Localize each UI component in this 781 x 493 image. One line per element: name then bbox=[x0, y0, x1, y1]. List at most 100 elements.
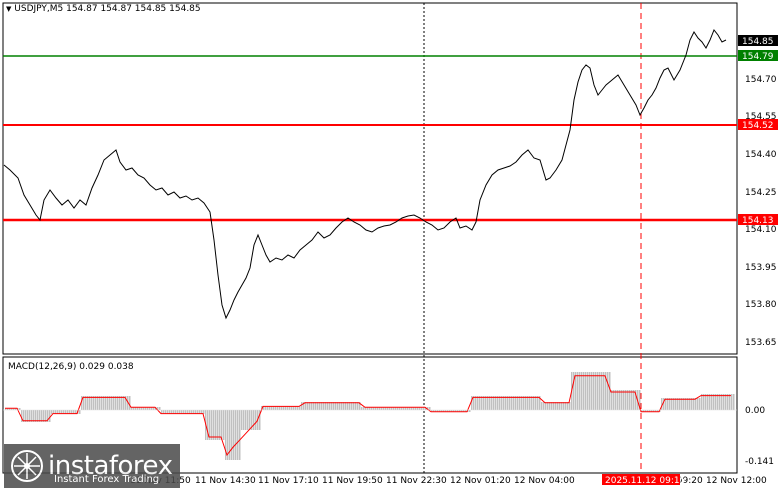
instaforex-logo: instaforex Instant Forex Trading bbox=[4, 444, 180, 488]
macd-hist-bar bbox=[11, 408, 13, 410]
macd-hist-bar bbox=[135, 407, 137, 410]
macd-hist-bar bbox=[705, 394, 707, 410]
macd-hist-bar bbox=[305, 402, 307, 410]
macd-hist-bar bbox=[207, 410, 209, 440]
macd-hist-bar bbox=[359, 402, 361, 410]
price-series-line bbox=[3, 29, 727, 320]
macd-hist-bar bbox=[167, 410, 169, 414]
macd-hist-bar bbox=[367, 407, 369, 410]
macd-hist-bar bbox=[489, 396, 491, 410]
macd-hist-bar bbox=[497, 396, 499, 410]
macd-hist-bar bbox=[731, 394, 733, 410]
macd-hist-bar bbox=[47, 410, 49, 422]
macd-hist-bar bbox=[555, 402, 557, 410]
macd-hist-bar bbox=[653, 410, 655, 412]
macd-hist-bar bbox=[701, 394, 703, 410]
macd-hist-bar bbox=[27, 410, 29, 422]
macd-hist-bar bbox=[153, 407, 155, 410]
macd-hist-bar bbox=[309, 402, 311, 410]
macd-hist-bar bbox=[145, 407, 147, 410]
macd-hist-bar bbox=[679, 398, 681, 410]
macd-hist-bar bbox=[217, 410, 219, 440]
macd-hist-bar bbox=[485, 396, 487, 410]
macd-hist-bar bbox=[567, 402, 569, 410]
macd-hist-bar bbox=[691, 398, 693, 410]
macd-hist-bar bbox=[675, 398, 677, 410]
symbol-header: ▼ USDJPY,M5 154.87 154.87 154.85 154.85 bbox=[6, 4, 201, 14]
macd-hist-bar bbox=[313, 402, 315, 410]
macd-hist-bar bbox=[147, 407, 149, 410]
macd-hist-bar bbox=[651, 410, 653, 412]
macd-hist-bar bbox=[643, 410, 645, 412]
macd-hist-bar bbox=[123, 396, 125, 410]
macd-hist-bar bbox=[707, 394, 709, 410]
macd-hist-bar bbox=[89, 396, 91, 410]
macd-hist-bar bbox=[377, 407, 379, 410]
macd-hist-bar bbox=[9, 408, 11, 410]
macd-hist-bar bbox=[357, 402, 359, 410]
macd-hist-bar bbox=[585, 372, 587, 410]
macd-hist-bar bbox=[683, 398, 685, 410]
macd-hist-bar bbox=[259, 410, 261, 430]
macd-hist-bar bbox=[233, 410, 235, 460]
macd-hist-bar bbox=[481, 396, 483, 410]
macd-hist-bar bbox=[243, 410, 245, 430]
macd-hist-bar bbox=[719, 394, 721, 410]
macd-hist-bar bbox=[41, 410, 43, 422]
macd-hist-bar bbox=[677, 398, 679, 410]
macd-hist-bar bbox=[629, 390, 631, 410]
macd-hist-bar bbox=[149, 407, 151, 410]
macd-hist-bar bbox=[317, 402, 319, 410]
macd-hist-bar bbox=[163, 410, 165, 414]
macd-hist-bar bbox=[79, 410, 81, 414]
macd-hist-bar bbox=[515, 396, 517, 410]
macd-hist-bar bbox=[7, 408, 9, 410]
macd-hist-bar bbox=[695, 398, 697, 410]
macd-hist-bar bbox=[435, 410, 437, 412]
symbol-line: USDJPY,M5 154.87 154.87 154.85 154.85 bbox=[14, 4, 201, 14]
macd-hist-bar bbox=[449, 410, 451, 412]
macd-hist-bar bbox=[211, 410, 213, 440]
macd-hist-bar bbox=[733, 394, 735, 410]
macd-hist-bar bbox=[459, 410, 461, 412]
macd-hist-bar bbox=[689, 398, 691, 410]
macd-hist-bar bbox=[725, 394, 727, 410]
price-tick-label: 154.10 bbox=[745, 225, 777, 235]
macd-hist-bar bbox=[715, 394, 717, 410]
macd-hist-bar bbox=[469, 410, 471, 412]
macd-hist-bar bbox=[507, 396, 509, 410]
macd-hist-bar bbox=[721, 394, 723, 410]
macd-hist-bar bbox=[693, 398, 695, 410]
macd-hist-bar bbox=[609, 372, 611, 410]
macd-hist-bar bbox=[141, 407, 143, 410]
macd-hist-bar bbox=[239, 410, 241, 460]
macd-hist-bar bbox=[493, 396, 495, 410]
macd-hist-bar bbox=[441, 410, 443, 412]
macd-hist-bar bbox=[293, 406, 295, 410]
macd-hist-bar bbox=[729, 394, 731, 410]
macd-hist-bar bbox=[601, 372, 603, 410]
macd-hist-bar bbox=[495, 396, 497, 410]
red-upper-marker: 154.52 bbox=[738, 119, 778, 131]
macd-hist-bar bbox=[213, 410, 215, 440]
macd-hist-bar bbox=[525, 396, 527, 410]
macd-hist-bar bbox=[393, 407, 395, 410]
macd-hist-bar bbox=[289, 406, 291, 410]
macd-hist-bar bbox=[35, 410, 37, 422]
macd-hist-bar bbox=[19, 408, 21, 410]
time-axis-label: 12 Nov 12:00 bbox=[706, 476, 767, 486]
macd-hist-bar bbox=[465, 410, 467, 412]
macd-hist-bar bbox=[587, 372, 589, 410]
macd-hist-bar bbox=[519, 396, 521, 410]
macd-hist-bar bbox=[595, 372, 597, 410]
dropdown-triangle-icon[interactable]: ▼ bbox=[6, 5, 12, 13]
macd-hist-bar bbox=[395, 407, 397, 410]
macd-hist-bar bbox=[203, 410, 205, 414]
macd-hist-bar bbox=[607, 372, 609, 410]
macd-hist-bar bbox=[343, 402, 345, 410]
macd-hist-bar bbox=[159, 407, 161, 410]
macd-hist-bar bbox=[421, 407, 423, 410]
macd-hist-bar bbox=[331, 402, 333, 410]
macd-hist-bar bbox=[633, 390, 635, 410]
